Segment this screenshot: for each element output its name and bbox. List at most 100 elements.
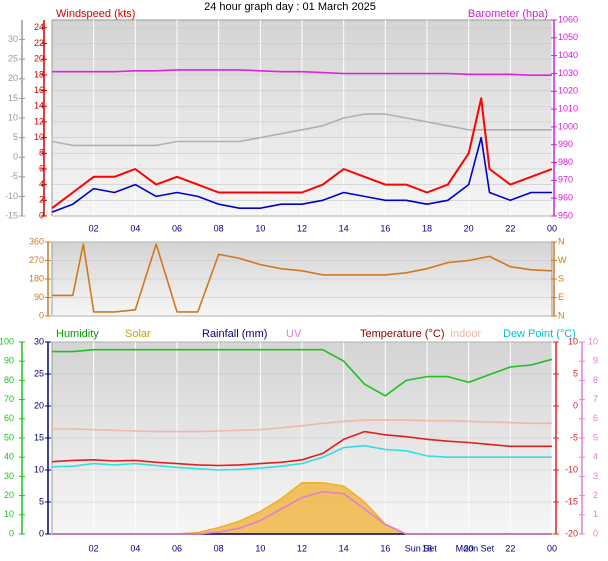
y-tick-label: 8	[39, 148, 44, 158]
y-tick-label: W	[558, 255, 567, 265]
y-tick-label: 8	[593, 375, 598, 385]
x-tick-label: 06	[172, 543, 182, 553]
legend-label: Windspeed (kts)	[56, 8, 135, 20]
y-tick-label: 1040	[558, 50, 578, 60]
y-tick-label: -10	[565, 464, 578, 474]
y-tick-label: -15	[5, 210, 18, 220]
x-tick-label: 12	[297, 223, 307, 233]
x-tick-label: 16	[380, 543, 390, 553]
y-tick-label: 40	[4, 452, 14, 462]
legend-label: Temperature (°C)	[360, 328, 444, 340]
y-tick-label: 25	[8, 54, 18, 64]
y-tick-label: 10	[34, 132, 44, 142]
x-tick-label: 02	[89, 223, 99, 233]
line	[51, 444, 552, 471]
y-tick-label: 50	[4, 432, 14, 442]
line	[52, 491, 552, 535]
legend-label: Indoor	[450, 328, 482, 340]
y-tick-label: 270	[29, 255, 44, 265]
y-tick-label: 15	[8, 93, 18, 103]
y-tick-label: 5	[13, 132, 18, 142]
y-tick-label: 950	[558, 210, 573, 220]
y-tick-label: 960	[558, 193, 573, 203]
y-tick-label: 0	[593, 528, 598, 538]
x-tick-label: 04	[130, 223, 140, 233]
y-tick-label: 30	[34, 336, 44, 346]
legend-label: Rainfall (mm)	[202, 328, 267, 340]
y-tick-label: 12	[34, 116, 44, 126]
x-tick-label: 10	[255, 223, 265, 233]
y-tick-label: 3	[593, 471, 598, 481]
x-tick-label: 00	[547, 223, 557, 233]
x-tick-label: 18	[422, 223, 432, 233]
y-tick-label: 0	[573, 400, 578, 410]
line	[52, 243, 553, 313]
y-tick-label: 10	[34, 464, 44, 474]
y-tick-label: 16	[34, 85, 44, 95]
x-tick-label: 14	[339, 543, 349, 553]
y-tick-label: 0	[39, 310, 44, 320]
y-tick-label: 70	[4, 394, 14, 404]
y-tick-label: N	[558, 236, 565, 246]
y-tick-label: 9	[593, 356, 598, 366]
annotation: Moon Set	[456, 543, 495, 553]
y-tick-label: 90	[4, 356, 14, 366]
x-tick-label: 14	[339, 223, 349, 233]
y-tick-label: 90	[34, 292, 44, 302]
y-tick-label: 4	[593, 452, 598, 462]
x-tick-label: 08	[214, 543, 224, 553]
x-tick-label: 12	[297, 543, 307, 553]
line	[51, 136, 552, 213]
y-tick-label: -5	[570, 432, 578, 442]
legend-label: Solar	[125, 328, 151, 340]
y-tick-label: 60	[4, 413, 14, 423]
y-tick-label: 22	[34, 38, 44, 48]
y-tick-label: 5	[39, 496, 44, 506]
y-tick-label: 980	[558, 157, 573, 167]
line	[51, 430, 552, 467]
y-tick-label: 5	[573, 368, 578, 378]
y-tick-label: -10	[5, 191, 18, 201]
y-tick-label: 10	[588, 336, 598, 346]
y-tick-label: 4	[39, 179, 44, 189]
y-tick-label: 1	[593, 509, 598, 519]
y-tick-label: 30	[8, 34, 18, 44]
x-tick-label: 16	[380, 223, 390, 233]
legend-label: UV	[286, 328, 302, 340]
y-tick-label: 80	[4, 375, 14, 385]
x-tick-label: 22	[505, 223, 515, 233]
y-tick-label: 180	[29, 273, 44, 283]
y-tick-label: 970	[558, 175, 573, 185]
y-tick-label: 1020	[558, 86, 578, 96]
y-tick-label: 14	[34, 101, 44, 111]
y-tick-label: 360	[29, 236, 44, 246]
y-tick-label: 990	[558, 139, 573, 149]
line	[52, 419, 552, 433]
y-tick-label: 0	[9, 528, 14, 538]
y-tick-label: 25	[34, 368, 44, 378]
x-tick-label: 20	[464, 223, 474, 233]
y-tick-label: 1000	[558, 121, 578, 131]
y-tick-label: -20	[565, 528, 578, 538]
y-tick-label: 2	[39, 195, 44, 205]
y-tick-label: 18	[34, 69, 44, 79]
x-tick-label: 00	[547, 543, 557, 553]
y-tick-label: 30	[4, 471, 14, 481]
line	[51, 113, 552, 147]
y-tick-label: -5	[10, 171, 18, 181]
line	[51, 97, 553, 209]
y-tick-label: 100	[0, 336, 14, 346]
y-tick-label: 6	[593, 413, 598, 423]
x-tick-label: 08	[214, 223, 224, 233]
x-tick-label: 02	[89, 543, 99, 553]
y-tick-label: 1010	[558, 103, 578, 113]
y-tick-label: 10	[568, 336, 578, 346]
legend-label: Barometer (hpa)	[468, 8, 548, 20]
line	[52, 69, 552, 76]
y-tick-label: 6	[39, 163, 44, 173]
y-tick-label: 20	[4, 490, 14, 500]
y-tick-label: N	[558, 310, 565, 320]
legend-label: Humidity	[56, 328, 99, 340]
y-tick-label: 0	[13, 152, 18, 162]
